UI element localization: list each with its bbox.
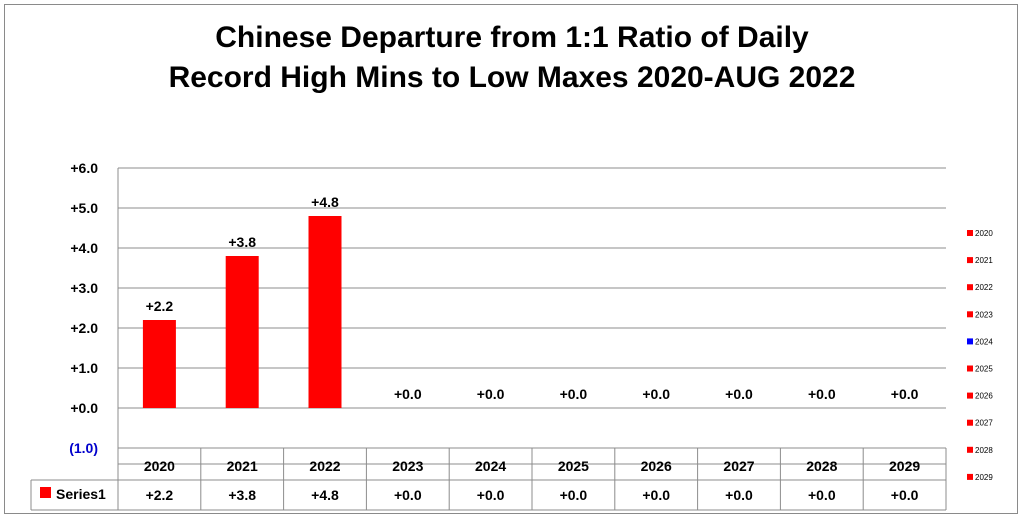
x-tick-label: 2025: [558, 458, 589, 474]
table-cell-value: +0.0: [642, 487, 670, 503]
legend-label: 2024: [975, 337, 993, 346]
y-tick-label: +3.0: [70, 280, 98, 296]
x-tick-label: 2029: [889, 458, 920, 474]
bar-data-label: +0.0: [477, 386, 505, 402]
x-tick-label: 2021: [227, 458, 258, 474]
y-tick-label: +4.0: [70, 240, 98, 256]
table-series-name: Series1: [56, 486, 106, 502]
legend-swatch: [967, 473, 973, 480]
bar-data-label: +0.0: [725, 386, 753, 402]
legend-swatch: [967, 257, 973, 264]
chart-title-line1: Chinese Departure from 1:1 Ratio of Dail…: [215, 21, 809, 54]
bar: [225, 256, 259, 408]
legend-label: 2027: [975, 419, 993, 428]
table-cell-value: +0.0: [477, 487, 505, 503]
bar: [308, 216, 342, 408]
x-tick-label: 2026: [641, 458, 672, 474]
bar-data-label: +0.0: [642, 386, 670, 402]
bar-data-label: +0.0: [394, 386, 422, 402]
bar-data-label: +4.8: [311, 194, 339, 210]
x-tick-label: 2020: [144, 458, 175, 474]
legend-label: 2029: [975, 473, 993, 482]
bar-data-label: +3.8: [228, 234, 256, 250]
legend-swatch: [967, 365, 973, 372]
y-tick-label: +0.0: [70, 400, 98, 416]
x-tick-label: 2028: [806, 458, 837, 474]
x-tick-label: 2024: [475, 458, 506, 474]
y-tick-label: +1.0: [70, 360, 98, 376]
legend-label: 2021: [975, 256, 993, 265]
legend-swatch: [967, 311, 973, 318]
y-tick-label: +2.0: [70, 320, 98, 336]
y-tick-label: +5.0: [70, 200, 98, 216]
table-cell-value: +2.2: [146, 487, 174, 503]
legend-swatch: [967, 230, 973, 236]
x-tick-label: 2027: [723, 458, 754, 474]
legend-swatch: [967, 446, 973, 453]
table-cell-value: +3.8: [228, 487, 256, 503]
legend-label: 2028: [975, 446, 993, 455]
bar-data-label: +2.2: [146, 298, 174, 314]
y-tick-label: (1.0): [69, 440, 98, 456]
table-cell-value: +0.0: [725, 487, 753, 503]
legend-label: 2025: [975, 365, 993, 374]
legend-label: 2020: [975, 229, 993, 238]
y-tick-label: +6.0: [70, 160, 98, 176]
table-cell-value: +0.0: [808, 487, 836, 503]
chart-frame: [4, 4, 1018, 514]
table-cell-value: +0.0: [394, 487, 422, 503]
legend-label: 2026: [975, 392, 993, 401]
legend-swatch: [967, 392, 973, 399]
legend-swatch: [967, 419, 973, 426]
chart-title: Chinese Departure from 1:1 Ratio of Dail…: [0, 18, 1024, 98]
chart-title-line2: Record High Mins to Low Maxes 2020-AUG 2…: [168, 61, 856, 94]
legend-swatch: [967, 284, 973, 291]
table-series-key: [40, 487, 51, 498]
bar-data-label: +0.0: [560, 386, 588, 402]
bar-data-label: +0.0: [808, 386, 836, 402]
bar-data-label: +0.0: [891, 386, 919, 402]
x-tick-label: 2023: [392, 458, 423, 474]
x-tick-label: 2022: [309, 458, 340, 474]
legend-swatch: [967, 338, 973, 345]
legend-label: 2023: [975, 310, 993, 319]
table-cell-value: +0.0: [560, 487, 588, 503]
table-cell-value: +4.8: [311, 487, 339, 503]
bar: [142, 320, 176, 408]
table-cell-value: +0.0: [891, 487, 919, 503]
legend-label: 2022: [975, 283, 993, 292]
